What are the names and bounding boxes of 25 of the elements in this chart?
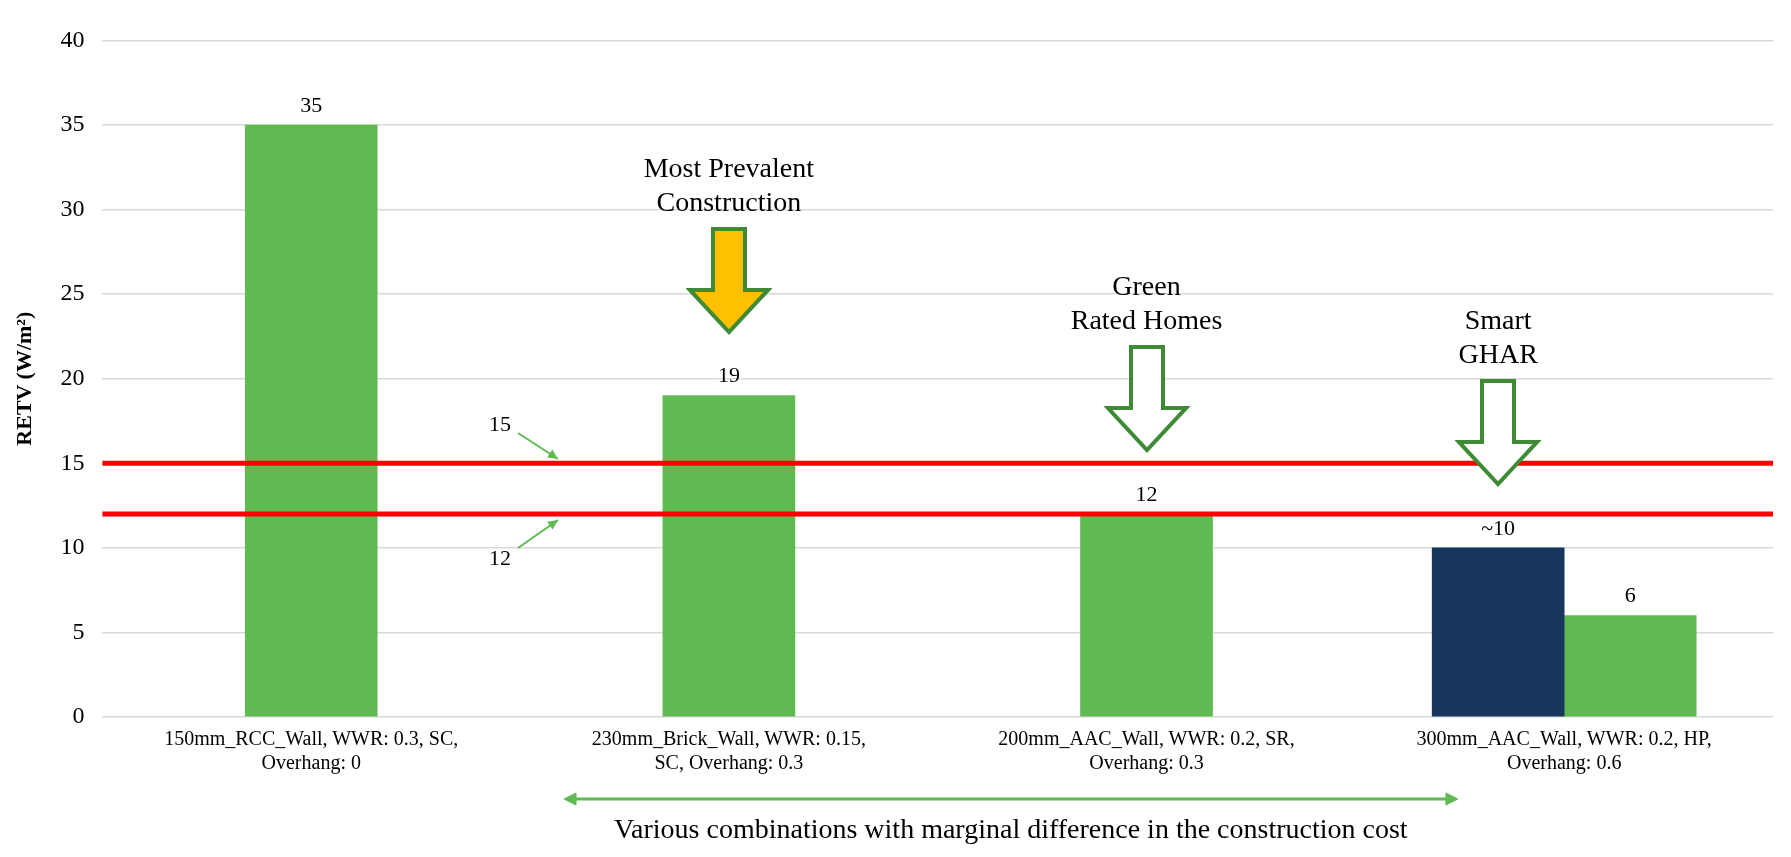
y-tick-label: 35 (60, 110, 85, 137)
y-tick-label: 40 (60, 25, 85, 52)
y-axis-title: RETV (W/m²) (10, 311, 36, 446)
annotation: Most Prevalent Construction (643, 151, 815, 217)
text: Various combinations with marginal difference in the construction cost (613, 813, 1408, 845)
annotation: Green Rated Homes (1070, 270, 1223, 336)
y-tick-label: 30 (60, 194, 85, 221)
x-tick-label: 200mm_AAC_Wall, WWR: 0.2, SR, Overhang: 0.3 (998, 727, 1295, 775)
annotation: Smart GHAR (1458, 304, 1539, 370)
y-tick-label: 20 (60, 364, 85, 390)
ref-line-label: 15 (489, 411, 512, 437)
y-tick-label: 5 (72, 617, 85, 644)
y-tick-label: 15 (60, 448, 85, 475)
y-tick-label: 10 (60, 533, 85, 560)
ref-line-label: 12 (489, 544, 512, 570)
data-label: 12 (1135, 480, 1158, 506)
x-tick-label: 230mm_Brick_Wall, WWR: 0.15, SC, Overhang: 0.3 (591, 727, 866, 775)
data-label: 35 (300, 91, 323, 117)
y-tick-label: 0 (72, 702, 85, 729)
data-label: ~10 (1481, 514, 1516, 540)
y-tick-label: 25 (60, 279, 85, 306)
x-tick-label: 150mm_RCC_Wall, WWR: 0.3, SC, Overhang: 0 (164, 727, 459, 775)
data-label: 6 (1624, 582, 1636, 608)
x-tick-label: 300mm_AAC_Wall, WWR: 0.2, HP, Overhang: 0.6 (1416, 727, 1712, 775)
data-label: 19 (717, 362, 740, 388)
